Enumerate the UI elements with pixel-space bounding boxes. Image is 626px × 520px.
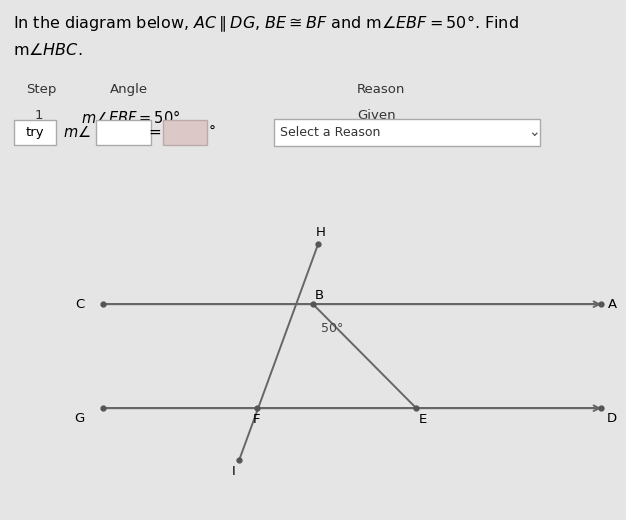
Text: D: D <box>607 412 617 425</box>
Text: Step: Step <box>26 83 57 96</box>
FancyBboxPatch shape <box>14 120 56 145</box>
Text: E: E <box>418 413 427 426</box>
Text: A: A <box>608 297 617 311</box>
FancyBboxPatch shape <box>274 119 540 146</box>
Text: H: H <box>316 226 326 239</box>
Text: °: ° <box>209 125 216 139</box>
Text: Select a Reason: Select a Reason <box>280 125 380 138</box>
Text: I: I <box>232 465 236 478</box>
Text: =: = <box>149 125 162 139</box>
Text: F: F <box>253 413 260 426</box>
FancyBboxPatch shape <box>163 120 207 145</box>
Text: C: C <box>75 297 84 311</box>
Text: 1: 1 <box>34 109 43 122</box>
Text: In the diagram below, $AC \parallel DG$, $BE \cong BF$ and m$\angle EBF = 50°$. : In the diagram below, $AC \parallel DG$,… <box>13 13 518 33</box>
Text: m$\angle$: m$\angle$ <box>63 125 90 139</box>
Text: ⌄: ⌄ <box>528 125 540 139</box>
Text: m$\angle HBC$.: m$\angle HBC$. <box>13 42 82 58</box>
Text: Given: Given <box>357 109 396 122</box>
Text: m$\angle EBF = 50°$: m$\angle EBF = 50°$ <box>81 109 181 126</box>
Text: 50°: 50° <box>321 322 343 335</box>
Text: B: B <box>315 289 324 302</box>
Text: G: G <box>74 412 85 425</box>
Text: Angle: Angle <box>110 83 148 96</box>
Text: try: try <box>26 125 44 138</box>
FancyBboxPatch shape <box>96 120 151 145</box>
Text: Reason: Reason <box>357 83 405 96</box>
